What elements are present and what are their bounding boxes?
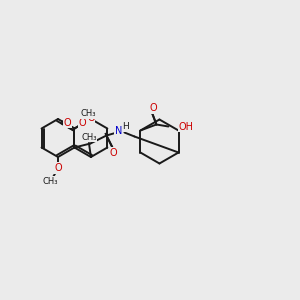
Text: O: O bbox=[149, 103, 157, 113]
Text: OH: OH bbox=[178, 122, 194, 131]
Text: H: H bbox=[122, 122, 129, 131]
Text: O: O bbox=[54, 163, 62, 173]
Text: O: O bbox=[78, 118, 86, 128]
Text: O: O bbox=[110, 148, 118, 158]
Text: CH₃: CH₃ bbox=[42, 176, 58, 185]
Text: CH₃: CH₃ bbox=[81, 133, 97, 142]
Text: N: N bbox=[115, 125, 122, 136]
Text: O: O bbox=[64, 118, 71, 128]
Text: O: O bbox=[87, 113, 95, 123]
Text: CH₃: CH₃ bbox=[80, 109, 95, 118]
